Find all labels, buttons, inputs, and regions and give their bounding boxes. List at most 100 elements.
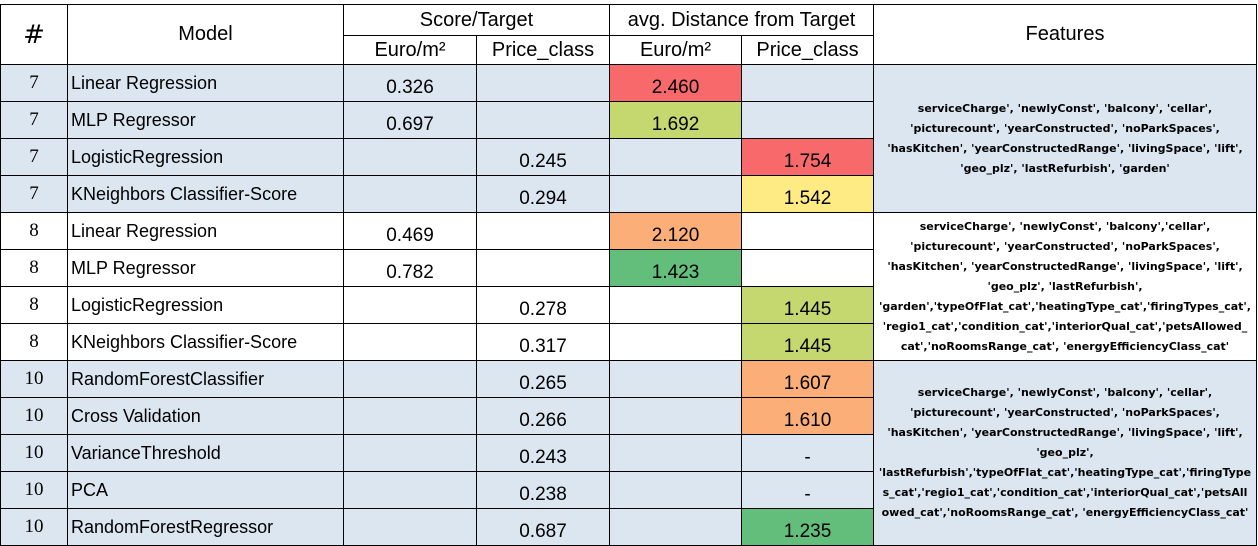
header-avg-distance: avg. Distance from Target [609,4,874,36]
table-row: 7 MLP Regressor 0.697 1.692 [0,101,1257,139]
row-num: 8 [0,249,68,287]
table-row: 10 Cross Validation 0.266 1.610 [0,397,1257,435]
score-euro [343,360,477,398]
row-model: LogisticRegression [67,286,344,324]
header-dist-price-class: Price_class [741,35,874,65]
score-price-class [476,249,610,287]
score-price-class [476,212,610,250]
dist-euro [609,360,742,398]
dist-price-class: 1.235 [741,508,874,546]
feature-line: 'picturecount', 'yearConstructed', 'noPa… [910,406,1220,419]
score-price-class: 0.317 [476,323,610,361]
feature-line: s_cat','regio1_cat','condition_cat','int… [882,486,1248,499]
score-euro: 0.697 [343,101,477,139]
row-num: 8 [0,286,68,324]
features-group-7: serviceCharge', 'newlyConst', 'balcony',… [873,64,1257,213]
dist-euro [609,175,742,213]
row-num: 8 [0,212,68,250]
dist-euro: 1.423 [609,249,742,287]
header-model: Model [67,4,344,65]
row-model: RandomForestClassifier [67,360,344,398]
row-model: KNeighbors Classifier-Score [67,175,344,213]
table-row: 10 PCA 0.238 - [0,471,1257,509]
header-hash: # [0,4,68,65]
dist-price-class: 1.542 [741,175,874,213]
features-group-10: serviceCharge', 'newlyConst', 'balcony',… [873,360,1257,546]
header-score-price-class: Price_class [476,35,610,65]
row-num: 10 [0,471,68,509]
feature-line: serviceCharge', 'newlyConst', 'balcony',… [919,219,1211,233]
dist-price-class [741,249,874,287]
table-row: 7 LogisticRegression 0.245 1.754 [0,138,1257,176]
dist-price-class: - [741,434,874,472]
score-price-class [476,64,610,102]
dist-price-class: 1.445 [741,286,874,324]
dist-price-class: 1.445 [741,323,874,361]
table-row: 10 RandomForestClassifier 0.265 1.607 se… [0,360,1257,546]
feature-line: 'picturecount', 'yearConstructed', 'noPa… [910,239,1220,253]
score-price-class: 0.243 [476,434,610,472]
dist-euro [609,508,742,546]
dist-price-class [741,101,874,139]
row-num: 7 [0,101,68,139]
score-euro [343,508,477,546]
score-price-class [476,101,610,139]
table-row: 8 Linear Regression 0.469 2.120 serviceC… [0,212,1257,361]
results-table: # Model Score/Target avg. Distance from … [0,4,1257,546]
table-row: 7 Linear Regression 0.326 2.460 serviceC… [0,64,1257,213]
row-num: 10 [0,508,68,546]
dist-euro: 2.120 [609,212,742,250]
row-num: 7 [0,175,68,213]
feature-line: serviceCharge', 'newlyConst', 'balcony',… [917,101,1213,115]
row-model: VarianceThreshold [67,434,344,472]
header-features: Features [873,4,1257,65]
score-price-class: 0.687 [476,508,610,546]
row-num: 10 [0,360,68,398]
score-euro [343,397,477,435]
score-price-class: 0.294 [476,175,610,213]
table-row: 8 LogisticRegression 0.278 1.445 [0,286,1257,324]
row-model: Linear Regression [67,212,344,250]
score-price-class: 0.266 [476,397,610,435]
feature-line: 'hasKitchen', 'yearConstructedRange', 'l… [887,426,1243,439]
row-model: LogisticRegression [67,138,344,176]
dist-euro: 1.692 [609,101,742,139]
table-row: 10 VarianceThreshold 0.243 - [0,434,1257,472]
feature-line: 'hasKitchen', 'yearConstructedRange', 'l… [887,141,1243,155]
dist-euro: 2.460 [609,64,742,102]
header-score-target: Score/Target [343,4,610,36]
feature-line: serviceCharge', 'newlyConst', 'balcony',… [917,386,1213,399]
score-euro [343,175,477,213]
row-model: Linear Regression [67,64,344,102]
row-model: KNeighbors Classifier-Score [67,323,344,361]
feature-line: 'garden','typeOfFlat_cat','heatingType_c… [879,299,1251,313]
score-euro: 0.326 [343,64,477,102]
row-model: PCA [67,471,344,509]
feature-line: 'geo_plz', [1036,446,1094,459]
row-num: 7 [0,138,68,176]
row-model: MLP Regressor [67,101,344,139]
feature-line: 'hasKitchen', 'yearConstructedRange', 'l… [887,259,1243,273]
dist-euro [609,323,742,361]
score-price-class: 0.245 [476,138,610,176]
feature-line: cat','noRoomsRange_cat', 'energyEfficien… [900,339,1230,353]
score-euro [343,434,477,472]
row-model: Cross Validation [67,397,344,435]
table-row: 8 KNeighbors Classifier-Score 0.317 1.44… [0,323,1257,361]
dist-price-class: - [741,471,874,509]
feature-line: 'geo_plz', 'lastRefurbish', [987,279,1143,293]
score-euro: 0.782 [343,249,477,287]
feature-line: 'lastRefurbish','typeOfFlat_cat','heatin… [878,466,1252,479]
score-euro: 0.469 [343,212,477,250]
score-euro [343,471,477,509]
feature-line: 'regio1_cat','condition_cat','interiorQu… [882,319,1248,333]
score-price-class: 0.238 [476,471,610,509]
row-num: 7 [0,64,68,102]
row-model: MLP Regressor [67,249,344,287]
dist-euro [609,471,742,509]
header-dist-euro: Euro/m² [609,35,742,65]
feature-line: 'geo_plz', 'lastRefurbish', 'garden' [960,161,1170,175]
feature-line: 'picturecount', 'yearConstructed', 'noPa… [910,121,1220,135]
dist-price-class: 1.754 [741,138,874,176]
dist-price-class: 1.607 [741,360,874,398]
